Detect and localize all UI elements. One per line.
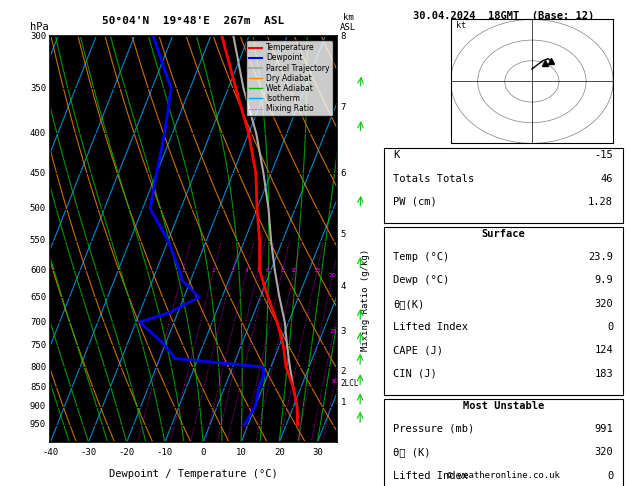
Text: Temp (°C): Temp (°C) bbox=[393, 252, 450, 262]
Text: θᴄ (K): θᴄ (K) bbox=[393, 447, 431, 457]
Text: 3: 3 bbox=[341, 327, 346, 336]
Text: -20: -20 bbox=[119, 449, 135, 457]
Text: Totals Totals: Totals Totals bbox=[393, 174, 474, 184]
Text: 8: 8 bbox=[341, 32, 346, 41]
Text: 30.04.2024  18GMT  (Base: 12): 30.04.2024 18GMT (Base: 12) bbox=[413, 11, 594, 21]
Text: 600: 600 bbox=[30, 265, 46, 275]
Text: hPa: hPa bbox=[30, 22, 49, 33]
Text: 50°04'N  19°48'E  267m  ASL: 50°04'N 19°48'E 267m ASL bbox=[103, 17, 284, 26]
Text: PW (cm): PW (cm) bbox=[393, 197, 437, 207]
Text: 1.28: 1.28 bbox=[588, 197, 613, 207]
Text: 4: 4 bbox=[341, 282, 346, 291]
Text: -10: -10 bbox=[157, 449, 173, 457]
Text: 25: 25 bbox=[330, 329, 338, 334]
Text: 6: 6 bbox=[265, 268, 270, 273]
Text: 2: 2 bbox=[341, 367, 346, 376]
Text: 1: 1 bbox=[341, 399, 346, 407]
Text: Mixing Ratio (g/kg): Mixing Ratio (g/kg) bbox=[360, 249, 370, 351]
Text: 320: 320 bbox=[594, 447, 613, 457]
Text: 991: 991 bbox=[594, 424, 613, 434]
Text: 950: 950 bbox=[30, 420, 46, 430]
Text: 800: 800 bbox=[30, 363, 46, 372]
Text: 1: 1 bbox=[181, 268, 185, 273]
Text: 46: 46 bbox=[601, 174, 613, 184]
Text: © weatheronline.co.uk: © weatheronline.co.uk bbox=[447, 471, 560, 480]
Text: 700: 700 bbox=[30, 317, 46, 327]
Text: -30: -30 bbox=[81, 449, 96, 457]
Text: CAPE (J): CAPE (J) bbox=[393, 346, 443, 355]
Text: Most Unstable: Most Unstable bbox=[462, 400, 544, 411]
Text: 5: 5 bbox=[257, 268, 260, 273]
Text: K: K bbox=[393, 150, 399, 160]
Text: Lifted Index: Lifted Index bbox=[393, 470, 468, 481]
Text: 850: 850 bbox=[30, 383, 46, 392]
Text: 8: 8 bbox=[281, 268, 285, 273]
Text: 900: 900 bbox=[30, 402, 46, 411]
Text: -40: -40 bbox=[42, 449, 58, 457]
Text: 30: 30 bbox=[312, 449, 323, 457]
Text: km
ASL: km ASL bbox=[340, 13, 356, 33]
Text: 124: 124 bbox=[594, 346, 613, 355]
Text: 650: 650 bbox=[30, 293, 46, 301]
Text: 4: 4 bbox=[245, 268, 249, 273]
Text: 320: 320 bbox=[594, 299, 613, 309]
Text: Lifted Index: Lifted Index bbox=[393, 322, 468, 332]
Text: 6: 6 bbox=[341, 169, 346, 177]
Text: 20: 20 bbox=[328, 273, 337, 278]
Text: 10: 10 bbox=[236, 449, 247, 457]
Legend: Temperature, Dewpoint, Parcel Trajectory, Dry Adiabat, Wet Adiabat, Isotherm, Mi: Temperature, Dewpoint, Parcel Trajectory… bbox=[245, 40, 333, 116]
Text: Dewp (°C): Dewp (°C) bbox=[393, 276, 450, 285]
Text: 500: 500 bbox=[30, 204, 46, 213]
Text: 2: 2 bbox=[212, 268, 216, 273]
Text: 750: 750 bbox=[30, 341, 46, 350]
Text: 550: 550 bbox=[30, 236, 46, 245]
Text: 10: 10 bbox=[291, 268, 299, 273]
Text: 350: 350 bbox=[30, 84, 46, 93]
Text: 30: 30 bbox=[331, 379, 339, 384]
Text: 450: 450 bbox=[30, 169, 46, 177]
Text: 2LCL: 2LCL bbox=[341, 379, 359, 388]
Text: 5: 5 bbox=[341, 230, 346, 239]
Text: kt: kt bbox=[456, 21, 466, 30]
Text: 9.9: 9.9 bbox=[594, 276, 613, 285]
Text: Dewpoint / Temperature (°C): Dewpoint / Temperature (°C) bbox=[109, 469, 278, 479]
Text: 183: 183 bbox=[594, 369, 613, 379]
Text: 300: 300 bbox=[30, 32, 46, 41]
Text: 20: 20 bbox=[274, 449, 285, 457]
Text: 15: 15 bbox=[313, 268, 321, 273]
Text: 0: 0 bbox=[200, 449, 206, 457]
Text: 7: 7 bbox=[341, 103, 346, 112]
Text: 0: 0 bbox=[607, 470, 613, 481]
Text: -15: -15 bbox=[594, 150, 613, 160]
Text: 400: 400 bbox=[30, 129, 46, 138]
Text: Pressure (mb): Pressure (mb) bbox=[393, 424, 474, 434]
Text: 3: 3 bbox=[231, 268, 235, 273]
Text: Surface: Surface bbox=[481, 229, 525, 239]
Text: CIN (J): CIN (J) bbox=[393, 369, 437, 379]
Text: θᴄ(K): θᴄ(K) bbox=[393, 299, 425, 309]
Text: 23.9: 23.9 bbox=[588, 252, 613, 262]
Text: 0: 0 bbox=[607, 322, 613, 332]
